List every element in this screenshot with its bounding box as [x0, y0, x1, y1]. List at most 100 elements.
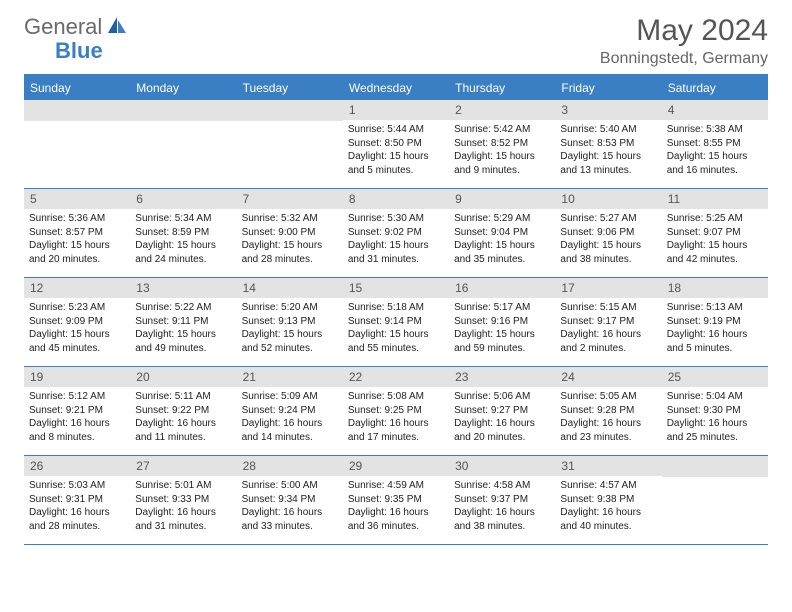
sunset-line: Sunset: 9:31 PM — [29, 493, 125, 507]
day-cell: 10Sunrise: 5:27 AMSunset: 9:06 PMDayligh… — [555, 189, 661, 277]
day-body: Sunrise: 5:13 AMSunset: 9:19 PMDaylight:… — [662, 298, 768, 360]
sunset-line: Sunset: 9:06 PM — [560, 226, 656, 240]
sunrise-line: Sunrise: 5:34 AM — [135, 212, 231, 226]
day-cell: 20Sunrise: 5:11 AMSunset: 9:22 PMDayligh… — [130, 367, 236, 455]
sunset-line: Sunset: 9:37 PM — [454, 493, 550, 507]
sunset-line: Sunset: 9:24 PM — [242, 404, 338, 418]
day-body: Sunrise: 5:00 AMSunset: 9:34 PMDaylight:… — [237, 476, 343, 538]
daylight-line: Daylight: 16 hours and 28 minutes. — [29, 506, 125, 533]
daylight-line: Daylight: 16 hours and 38 minutes. — [454, 506, 550, 533]
daylight-line: Daylight: 15 hours and 52 minutes. — [242, 328, 338, 355]
day-cell: 16Sunrise: 5:17 AMSunset: 9:16 PMDayligh… — [449, 278, 555, 366]
sunset-line: Sunset: 8:59 PM — [135, 226, 231, 240]
day-cell: 6Sunrise: 5:34 AMSunset: 8:59 PMDaylight… — [130, 189, 236, 277]
day-body: Sunrise: 5:22 AMSunset: 9:11 PMDaylight:… — [130, 298, 236, 360]
sunrise-line: Sunrise: 5:23 AM — [29, 301, 125, 315]
day-number — [24, 100, 130, 121]
day-body: Sunrise: 5:32 AMSunset: 9:00 PMDaylight:… — [237, 209, 343, 271]
daylight-line: Daylight: 15 hours and 16 minutes. — [667, 150, 763, 177]
day-number — [662, 456, 768, 477]
day-number: 15 — [343, 278, 449, 298]
daylight-line: Daylight: 16 hours and 17 minutes. — [348, 417, 444, 444]
day-body: Sunrise: 4:59 AMSunset: 9:35 PMDaylight:… — [343, 476, 449, 538]
sunrise-line: Sunrise: 5:09 AM — [242, 390, 338, 404]
daylight-line: Daylight: 16 hours and 31 minutes. — [135, 506, 231, 533]
day-body: Sunrise: 5:11 AMSunset: 9:22 PMDaylight:… — [130, 387, 236, 449]
daylight-line: Daylight: 15 hours and 42 minutes. — [667, 239, 763, 266]
sunrise-line: Sunrise: 5:13 AM — [667, 301, 763, 315]
sunset-line: Sunset: 9:11 PM — [135, 315, 231, 329]
week-row: 26Sunrise: 5:03 AMSunset: 9:31 PMDayligh… — [24, 456, 768, 545]
sunset-line: Sunset: 9:09 PM — [29, 315, 125, 329]
day-cell: 27Sunrise: 5:01 AMSunset: 9:33 PMDayligh… — [130, 456, 236, 544]
day-header-sunday: Sunday — [24, 76, 130, 100]
daylight-line: Daylight: 15 hours and 5 minutes. — [348, 150, 444, 177]
title-block: May 2024 Bonningstedt, Germany — [600, 14, 768, 68]
day-number: 29 — [343, 456, 449, 476]
day-number: 4 — [662, 100, 768, 120]
daylight-line: Daylight: 15 hours and 28 minutes. — [242, 239, 338, 266]
day-cell: 19Sunrise: 5:12 AMSunset: 9:21 PMDayligh… — [24, 367, 130, 455]
day-number: 5 — [24, 189, 130, 209]
sunset-line: Sunset: 8:57 PM — [29, 226, 125, 240]
daylight-line: Daylight: 16 hours and 11 minutes. — [135, 417, 231, 444]
logo: General Blue — [24, 14, 130, 40]
daylight-line: Daylight: 15 hours and 35 minutes. — [454, 239, 550, 266]
location: Bonningstedt, Germany — [600, 50, 768, 68]
day-cell: 3Sunrise: 5:40 AMSunset: 8:53 PMDaylight… — [555, 100, 661, 188]
sunrise-line: Sunrise: 5:01 AM — [135, 479, 231, 493]
daylight-line: Daylight: 15 hours and 59 minutes. — [454, 328, 550, 355]
day-cell: 22Sunrise: 5:08 AMSunset: 9:25 PMDayligh… — [343, 367, 449, 455]
day-cell: 21Sunrise: 5:09 AMSunset: 9:24 PMDayligh… — [237, 367, 343, 455]
sunset-line: Sunset: 9:17 PM — [560, 315, 656, 329]
week-row: 19Sunrise: 5:12 AMSunset: 9:21 PMDayligh… — [24, 367, 768, 456]
day-body: Sunrise: 5:36 AMSunset: 8:57 PMDaylight:… — [24, 209, 130, 271]
sunrise-line: Sunrise: 5:30 AM — [348, 212, 444, 226]
day-body: Sunrise: 5:34 AMSunset: 8:59 PMDaylight:… — [130, 209, 236, 271]
sunrise-line: Sunrise: 5:11 AM — [135, 390, 231, 404]
day-body: Sunrise: 5:44 AMSunset: 8:50 PMDaylight:… — [343, 120, 449, 182]
day-number: 24 — [555, 367, 661, 387]
sunrise-line: Sunrise: 5:15 AM — [560, 301, 656, 315]
day-number — [237, 100, 343, 121]
calendar-document: General Blue May 2024 Bonningstedt, Germ… — [0, 0, 792, 545]
day-header-saturday: Saturday — [662, 76, 768, 100]
daylight-line: Daylight: 16 hours and 40 minutes. — [560, 506, 656, 533]
sunrise-line: Sunrise: 4:58 AM — [454, 479, 550, 493]
day-number: 6 — [130, 189, 236, 209]
day-body: Sunrise: 5:12 AMSunset: 9:21 PMDaylight:… — [24, 387, 130, 449]
daylight-line: Daylight: 16 hours and 20 minutes. — [454, 417, 550, 444]
day-number: 19 — [24, 367, 130, 387]
month-title: May 2024 — [600, 14, 768, 48]
day-number: 26 — [24, 456, 130, 476]
day-number: 9 — [449, 189, 555, 209]
daylight-line: Daylight: 15 hours and 31 minutes. — [348, 239, 444, 266]
day-number: 13 — [130, 278, 236, 298]
sunrise-line: Sunrise: 5:08 AM — [348, 390, 444, 404]
day-cell: 12Sunrise: 5:23 AMSunset: 9:09 PMDayligh… — [24, 278, 130, 366]
daylight-line: Daylight: 15 hours and 49 minutes. — [135, 328, 231, 355]
day-cell: 13Sunrise: 5:22 AMSunset: 9:11 PMDayligh… — [130, 278, 236, 366]
day-body: Sunrise: 5:09 AMSunset: 9:24 PMDaylight:… — [237, 387, 343, 449]
day-body: Sunrise: 5:42 AMSunset: 8:52 PMDaylight:… — [449, 120, 555, 182]
day-cell: 14Sunrise: 5:20 AMSunset: 9:13 PMDayligh… — [237, 278, 343, 366]
calendar-grid: 1Sunrise: 5:44 AMSunset: 8:50 PMDaylight… — [24, 100, 768, 545]
day-number: 22 — [343, 367, 449, 387]
sunrise-line: Sunrise: 5:17 AM — [454, 301, 550, 315]
day-body: Sunrise: 5:25 AMSunset: 9:07 PMDaylight:… — [662, 209, 768, 271]
day-cell — [130, 100, 236, 188]
day-cell: 4Sunrise: 5:38 AMSunset: 8:55 PMDaylight… — [662, 100, 768, 188]
sunrise-line: Sunrise: 5:20 AM — [242, 301, 338, 315]
sunset-line: Sunset: 9:27 PM — [454, 404, 550, 418]
day-body: Sunrise: 5:30 AMSunset: 9:02 PMDaylight:… — [343, 209, 449, 271]
day-number: 20 — [130, 367, 236, 387]
day-body: Sunrise: 5:38 AMSunset: 8:55 PMDaylight:… — [662, 120, 768, 182]
daylight-line: Daylight: 15 hours and 13 minutes. — [560, 150, 656, 177]
day-number: 31 — [555, 456, 661, 476]
sunrise-line: Sunrise: 5:40 AM — [560, 123, 656, 137]
day-number: 17 — [555, 278, 661, 298]
day-cell: 31Sunrise: 4:57 AMSunset: 9:38 PMDayligh… — [555, 456, 661, 544]
sunrise-line: Sunrise: 5:42 AM — [454, 123, 550, 137]
day-cell: 23Sunrise: 5:06 AMSunset: 9:27 PMDayligh… — [449, 367, 555, 455]
day-number: 12 — [24, 278, 130, 298]
